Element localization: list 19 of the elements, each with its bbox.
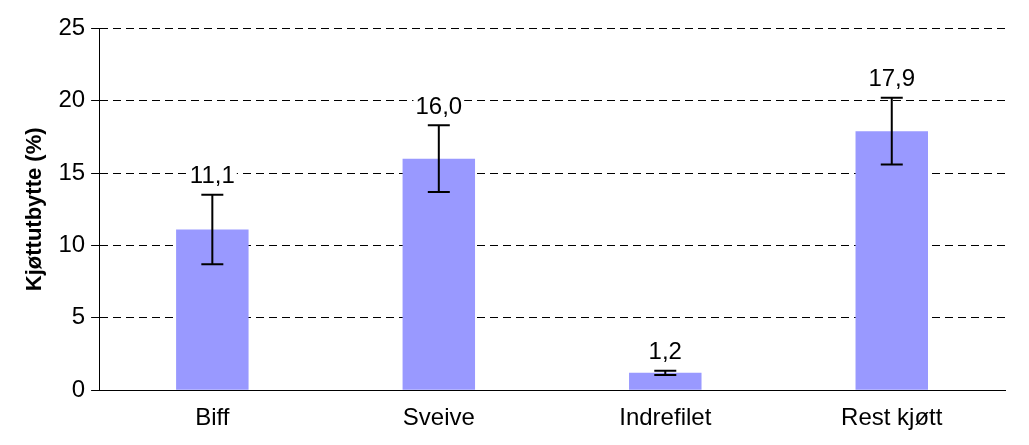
x-tick-label: Rest kjøtt bbox=[841, 403, 943, 431]
y-tick-label: 5 bbox=[71, 302, 86, 330]
x-tick-label: Indrefilet bbox=[619, 403, 712, 431]
y-tick-label: 25 bbox=[58, 13, 86, 41]
data-label: 1,2 bbox=[648, 337, 682, 365]
y-axis-title: Kjøttutbytte (%) bbox=[21, 127, 47, 292]
bar bbox=[402, 158, 476, 390]
bar bbox=[176, 229, 249, 390]
bar bbox=[855, 131, 928, 390]
y-tick-label: 20 bbox=[58, 85, 86, 113]
y-tick-label: 10 bbox=[58, 230, 86, 258]
x-tick-label: Biff bbox=[195, 403, 230, 431]
data-label: 17,9 bbox=[868, 64, 916, 92]
data-label: 16,0 bbox=[415, 91, 463, 119]
y-tick-label: 0 bbox=[71, 374, 86, 402]
y-tick-label: 15 bbox=[58, 157, 86, 185]
x-tick-label: Sveive bbox=[402, 403, 475, 431]
data-label: 11,1 bbox=[189, 161, 235, 189]
bar bbox=[629, 372, 702, 390]
